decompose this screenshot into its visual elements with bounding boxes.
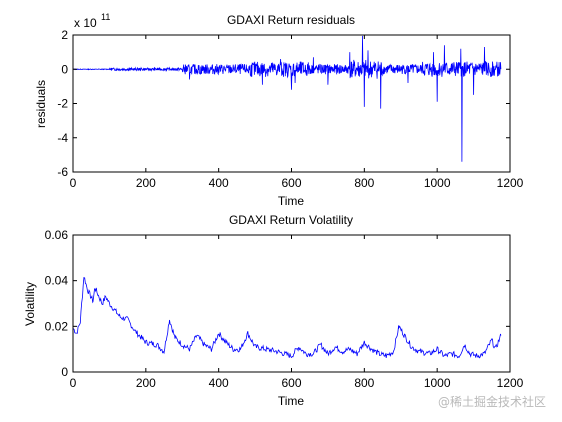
volatility-x-tick-label: 800 [354, 376, 374, 390]
residuals-y-tick-label: 2 [61, 28, 68, 42]
volatility-title: GDAXI Return Volatility [229, 213, 353, 227]
volatility-x-tick-label: 600 [281, 376, 301, 390]
volatility-x-tick-label: 200 [136, 376, 156, 390]
residuals-exponent-base: x 10 [74, 16, 97, 30]
residuals-x-tick-label: 800 [354, 176, 374, 190]
watermark: @稀土掘金技术社区 [437, 395, 546, 409]
residuals-y-tick-label: -4 [57, 131, 68, 145]
volatility-y-tick-label: 0.06 [45, 228, 69, 242]
volatility-panel: 0 200 400 600 800 1000 1200 0 0.02 0.04 0.06 GDAX… [23, 213, 524, 408]
residuals-title: GDAXI Return residuals [227, 13, 355, 27]
residuals-x-label: Time [278, 194, 305, 208]
volatility-x-label: Time [278, 394, 305, 408]
residuals-series [73, 35, 502, 162]
residuals-x-tick-label: 400 [209, 176, 229, 190]
volatility-y-ticks: 0 0.02 0.04 0.06 [45, 228, 510, 379]
residuals-y-tick-label: -2 [57, 97, 68, 111]
volatility-x-tick-label: 1200 [497, 376, 524, 390]
volatility-y-tick-label: 0 [61, 365, 68, 379]
residuals-x-ticks: 0 200 400 600 800 1000 1200 [70, 35, 524, 190]
residuals-y-tick-label: -6 [57, 165, 68, 179]
residuals-exponent-power: 11 [101, 12, 110, 22]
volatility-x-tick-label: 1000 [424, 376, 451, 390]
residuals-y-ticks: -6 -4 -2 0 2 [57, 28, 510, 179]
residuals-x-tick-label: 0 [70, 176, 77, 190]
volatility-y-label: Volatility [23, 282, 37, 326]
volatility-y-tick-label: 0.04 [45, 274, 69, 288]
residuals-y-tick-label: 0 [61, 62, 68, 76]
volatility-y-tick-label: 0.02 [45, 319, 69, 333]
residuals-x-tick-label: 1000 [424, 176, 451, 190]
residuals-y-label: residuals [34, 80, 48, 128]
volatility-x-tick-label: 0 [70, 376, 77, 390]
residuals-x-tick-label: 200 [136, 176, 156, 190]
residuals-line [73, 35, 502, 162]
volatility-line [73, 277, 502, 359]
residuals-x-tick-label: 1200 [497, 176, 524, 190]
volatility-x-tick-label: 400 [209, 376, 229, 390]
residuals-x-tick-label: 600 [281, 176, 301, 190]
volatility-x-ticks: 0 200 400 600 800 1000 1200 [70, 235, 524, 390]
residuals-panel: 0 200 400 600 800 1000 1200 -6 -4 -2 0 2 GDAXI Ret… [34, 12, 524, 208]
volatility-series [73, 277, 502, 359]
